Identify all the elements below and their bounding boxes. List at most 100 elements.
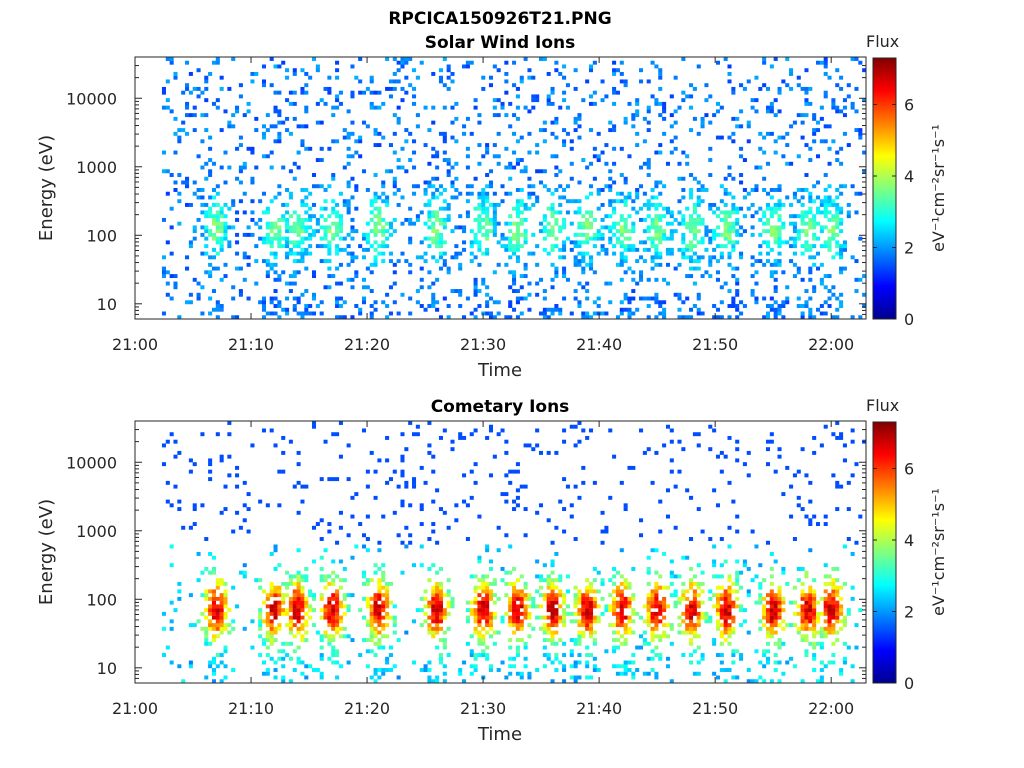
flux-cell: [650, 634, 655, 639]
flux-cell: [546, 221, 551, 226]
flux-cell: [854, 109, 859, 114]
flux-cell: [331, 210, 336, 215]
flux-cell: [473, 664, 478, 669]
flux-cell: [812, 668, 817, 672]
flux-cell: [381, 623, 386, 628]
flux-cell: [531, 98, 536, 103]
flux-cell: [815, 251, 821, 256]
flux-cell: [827, 630, 832, 635]
flux-cell: [804, 623, 809, 628]
flux-cell: [554, 266, 559, 271]
flux-cell: [615, 619, 620, 624]
flux-cell: [696, 443, 701, 448]
flux-cell: [296, 619, 301, 624]
flux-cell: [623, 638, 628, 643]
flux-cell: [596, 236, 601, 241]
flux-cell: [381, 244, 386, 249]
flux-cell: [773, 229, 778, 234]
flux-cell: [781, 304, 786, 308]
flux-cell: [292, 270, 297, 275]
flux-cell: [500, 566, 505, 571]
flux-cell: [685, 296, 690, 301]
flux-cell: [223, 664, 228, 669]
flux-cell: [350, 195, 355, 200]
flux-cell: [492, 630, 497, 635]
flux-cell: [796, 199, 801, 204]
flux-cell: [292, 225, 297, 230]
flux-cell: [754, 649, 759, 654]
flux-cell: [842, 656, 847, 661]
flux-cell: [392, 217, 397, 222]
flux-cell: [450, 135, 455, 140]
flux-cell: [577, 653, 582, 657]
flux-cell: [577, 675, 582, 680]
flux-cell: [542, 128, 547, 133]
x-tick-label: 22:00: [808, 335, 854, 354]
flux-cell: [708, 240, 713, 245]
flux-cell: [708, 202, 713, 207]
flux-cell: [473, 585, 478, 590]
flux-cell: [338, 304, 343, 308]
flux-cell: [385, 623, 390, 628]
flux-cell: [338, 585, 343, 590]
flux-cell: [681, 596, 686, 601]
flux-cell: [588, 255, 594, 260]
flux-cell: [773, 630, 778, 635]
flux-cell: [515, 589, 520, 594]
flux-cell: [215, 304, 220, 308]
flux-cell: [258, 300, 263, 305]
flux-cell: [215, 307, 220, 312]
flux-cell: [265, 113, 270, 118]
flux-cell: [361, 255, 367, 260]
flux-cell: [273, 64, 278, 69]
flux-cell: [654, 611, 659, 616]
flux-cell: [323, 232, 328, 237]
flux-cell: [204, 176, 209, 181]
flux-cell: [831, 660, 836, 665]
flux-cell: [819, 277, 824, 282]
flux-cell: [777, 638, 782, 643]
flux-cell: [592, 232, 597, 237]
flux-cell: [623, 221, 628, 226]
flux-cell: [373, 259, 378, 264]
flux-cell: [200, 232, 205, 237]
flux-cell: [785, 285, 790, 290]
flux-cell: [381, 184, 386, 189]
flux-cell: [719, 611, 724, 616]
flux-cell: [612, 90, 617, 95]
flux-cell: [381, 199, 386, 204]
flux-cell: [473, 611, 478, 616]
flux-cell: [558, 574, 563, 579]
flux-cell: [796, 604, 801, 609]
flux-cell: [350, 255, 355, 260]
flux-cell: [558, 499, 563, 504]
flux-cell: [831, 585, 836, 590]
flux-cell: [338, 600, 343, 605]
flux-cell: [381, 593, 386, 598]
flux-cell: [804, 210, 809, 215]
flux-cell: [558, 307, 563, 312]
flux-cell: [304, 217, 309, 222]
flux-cell: [485, 300, 490, 305]
flux-cell: [223, 600, 228, 605]
flux-cell: [300, 623, 305, 628]
flux-cell: [642, 217, 647, 222]
flux-cell: [350, 514, 355, 519]
flux-cell: [746, 206, 751, 211]
flux-cell: [315, 64, 320, 69]
flux-cell: [658, 634, 663, 639]
flux-cell: [631, 296, 636, 301]
flux-cell: [219, 225, 224, 230]
flux-cell: [585, 210, 590, 215]
flux-cell: [311, 57, 317, 61]
flux-cell: [496, 221, 501, 226]
flux-cell: [631, 229, 636, 234]
flux-cell: [485, 581, 490, 586]
flux-cell: [588, 315, 594, 320]
flux-cell: [719, 537, 724, 541]
flux-cell: [585, 225, 590, 230]
flux-cell: [550, 307, 555, 312]
flux-cell: [746, 124, 751, 129]
flux-cell: [427, 128, 432, 133]
flux-cell: [254, 244, 259, 249]
